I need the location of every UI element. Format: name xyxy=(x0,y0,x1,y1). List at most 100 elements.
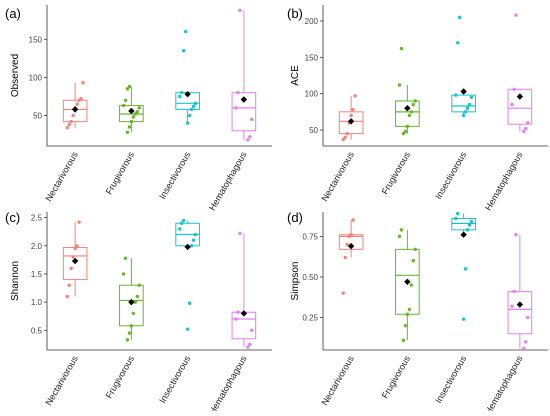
y-tick-label: 200 xyxy=(305,17,319,26)
data-point xyxy=(234,317,238,321)
data-point xyxy=(129,119,134,124)
x-tick-label: Hematophagous xyxy=(207,150,249,213)
data-point xyxy=(135,110,139,114)
data-point xyxy=(65,126,69,130)
data-point xyxy=(135,294,139,299)
box-nectarivorous xyxy=(62,220,88,299)
data-point xyxy=(399,46,404,51)
y-tick-label: 0.75 xyxy=(302,232,318,241)
data-point xyxy=(465,228,470,232)
mean-marker xyxy=(184,90,191,98)
data-point xyxy=(131,115,136,119)
data-point xyxy=(65,294,69,299)
data-point xyxy=(125,87,130,91)
data-point xyxy=(123,98,128,102)
x-tick-label: Hematophagous xyxy=(483,354,525,411)
data-point xyxy=(137,106,141,110)
data-point xyxy=(71,113,75,118)
data-point xyxy=(467,102,472,107)
data-point xyxy=(463,110,468,114)
mean-marker xyxy=(71,106,79,113)
box-hematophagous xyxy=(507,233,533,351)
data-point xyxy=(79,97,83,101)
x-tick-label: Hematophagous xyxy=(207,354,249,411)
mean-marker xyxy=(516,301,524,308)
data-point xyxy=(522,129,526,134)
data-point xyxy=(397,234,402,239)
data-point xyxy=(248,135,252,139)
data-point xyxy=(353,94,357,98)
box-insectivorous xyxy=(451,15,476,118)
data-point xyxy=(411,102,415,107)
data-point xyxy=(467,223,472,227)
panel-label: (c) xyxy=(5,210,20,225)
data-point xyxy=(399,228,404,232)
box-iqr xyxy=(451,94,476,113)
data-point xyxy=(401,131,406,136)
box-frugivorous xyxy=(119,84,144,134)
mean-marker xyxy=(516,93,524,100)
data-point xyxy=(405,124,410,129)
box-iqr xyxy=(507,88,533,125)
data-point xyxy=(413,247,417,252)
data-point xyxy=(189,244,194,248)
data-point xyxy=(510,102,514,107)
data-point xyxy=(512,289,516,294)
chart-panel-3: (c) Shannon 0.5 1.0 1.5 2.0 2.5 Nectarivorous Fr… xyxy=(5,210,272,416)
data-point xyxy=(178,94,182,99)
data-point xyxy=(75,244,79,248)
box-frugivorous xyxy=(395,46,420,136)
y-tick-label: 50 xyxy=(33,112,42,121)
y-axis-label: Simpson xyxy=(290,262,301,301)
y-tick-label: 100 xyxy=(29,73,43,82)
data-point xyxy=(187,301,192,305)
mean-marker xyxy=(128,107,135,115)
mean-marker xyxy=(184,243,191,251)
mean-marker xyxy=(460,231,467,238)
data-point xyxy=(129,324,134,328)
data-point xyxy=(178,227,182,231)
data-point xyxy=(193,101,198,106)
data-point xyxy=(236,90,240,95)
data-point xyxy=(191,104,196,109)
x-tick-label: Hematophagous xyxy=(483,150,525,213)
data-point xyxy=(341,137,345,142)
y-tick-label: 150 xyxy=(29,35,43,44)
mean-marker xyxy=(240,96,248,103)
data-point xyxy=(69,119,73,124)
data-point xyxy=(351,107,355,112)
data-point xyxy=(193,232,198,237)
data-point xyxy=(351,218,355,222)
mean-marker xyxy=(404,278,411,286)
data-point xyxy=(246,345,250,349)
x-tick-label: Frugivorous xyxy=(380,150,413,197)
data-point xyxy=(454,93,458,97)
y-tick-label: 1.5 xyxy=(31,270,43,279)
data-point xyxy=(127,125,132,129)
data-point xyxy=(341,291,345,295)
y-tick-label: 150 xyxy=(305,53,319,62)
data-point xyxy=(514,233,518,237)
data-point xyxy=(345,131,349,136)
x-tick-label: Nectarivorous xyxy=(319,150,356,204)
mean-marker xyxy=(347,118,355,125)
data-point xyxy=(349,233,353,237)
data-point xyxy=(67,283,71,287)
data-point xyxy=(183,29,188,34)
data-point xyxy=(461,317,466,321)
data-point xyxy=(127,84,132,89)
chart-panel-2: (b) ACE 50 100 150 200 Nectarivorous Frugivorou… xyxy=(287,5,548,212)
mean-marker xyxy=(404,105,411,112)
data-point xyxy=(456,41,460,45)
data-point xyxy=(407,113,412,118)
data-point xyxy=(185,327,190,331)
data-point xyxy=(75,102,79,106)
box-insectivorous xyxy=(175,218,200,331)
data-point xyxy=(469,220,474,224)
data-point xyxy=(191,238,196,242)
data-point xyxy=(524,126,528,131)
data-point xyxy=(403,129,408,134)
data-point xyxy=(77,220,81,224)
